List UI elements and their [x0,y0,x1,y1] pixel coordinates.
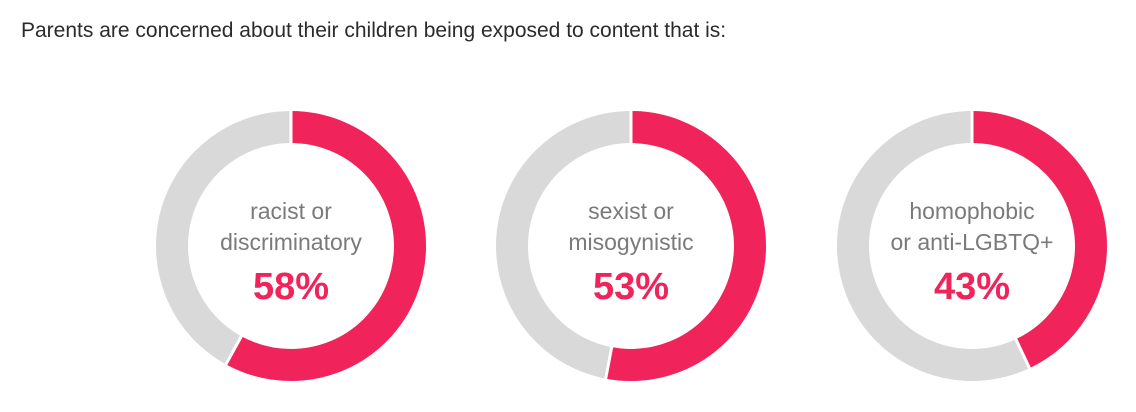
arc-end-separator [604,345,614,380]
donut-racist-discriminatory: racist or discriminatory 58% [155,110,427,382]
donut-value-label: 43% [933,266,1011,308]
arc-end-separator [224,334,244,366]
donut-chart-svg [496,110,766,381]
donut-label-line-2: or anti-LGBTQ+ [890,229,1054,255]
donut-label-line-1: homophobic [909,198,1035,224]
donut-label-line-1: racist or [250,198,332,224]
donut-sexist-misogynistic: sexist or misogynistic 53% [495,110,767,382]
donut-homophobic-anti-lgbtq: homophobic or anti-LGBTQ+ 43% [836,110,1108,382]
arc-end-separator [1014,337,1032,370]
donut-value-label: 53% [592,266,670,308]
donut-label-line-2: misogynistic [568,229,694,255]
donut-value-label: 58% [252,266,330,308]
chart-title: Parents are concerned about their childr… [21,19,727,42]
donut-label-line-1: sexist or [588,198,674,224]
donut-label-line-2: discriminatory [220,229,362,255]
donut-chart-svg [837,110,1107,381]
donut-chart-svg [156,110,426,381]
